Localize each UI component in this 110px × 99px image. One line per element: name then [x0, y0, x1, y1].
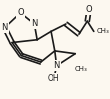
Text: O: O	[86, 5, 93, 14]
Text: CH₃: CH₃	[74, 66, 87, 72]
Text: N: N	[31, 20, 38, 29]
Text: O: O	[17, 8, 24, 17]
Text: N: N	[1, 23, 8, 32]
Text: N: N	[53, 61, 60, 70]
Text: OH: OH	[48, 74, 60, 83]
Text: CH₃: CH₃	[97, 28, 109, 34]
Text: CH₃: CH₃	[97, 28, 109, 34]
